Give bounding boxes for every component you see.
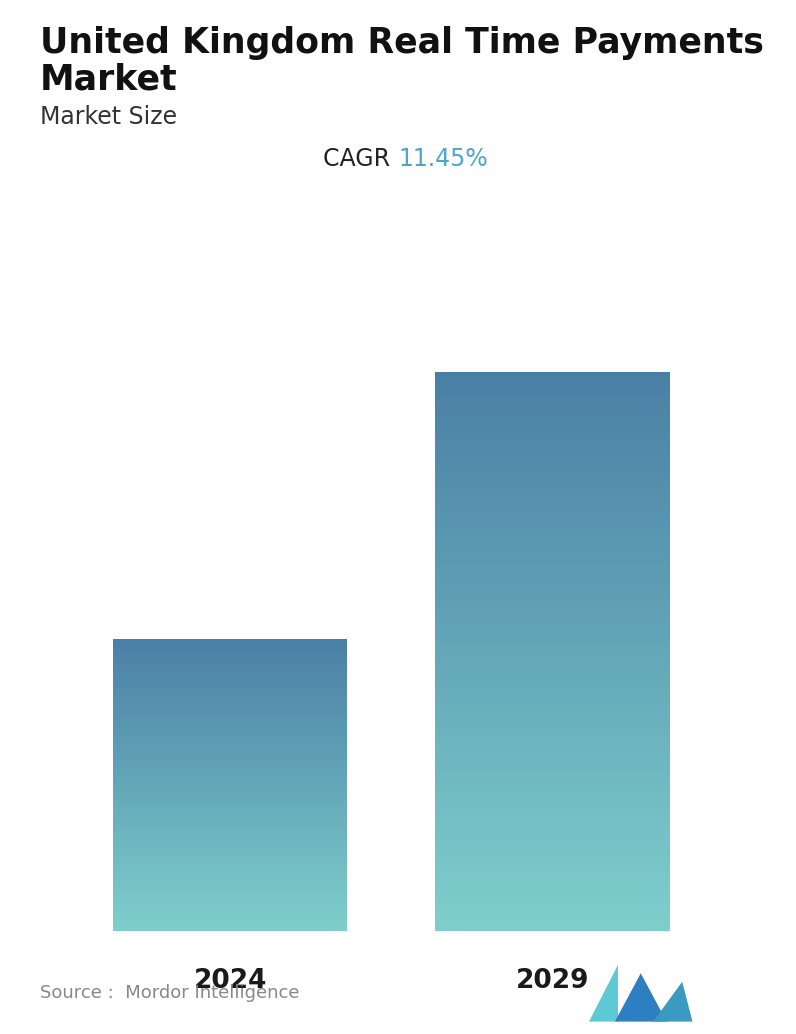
Text: 2024: 2024 [193,968,267,994]
Text: United Kingdom Real Time Payments: United Kingdom Real Time Payments [40,26,763,60]
Polygon shape [615,973,667,1022]
Polygon shape [589,965,618,1022]
Text: CAGR: CAGR [323,147,398,171]
Text: Market Size: Market Size [40,105,177,129]
Text: 2029: 2029 [516,968,589,994]
Text: Market: Market [40,62,178,96]
Text: 11.45%: 11.45% [398,147,488,171]
Polygon shape [654,982,693,1022]
Text: Source :  Mordor Intelligence: Source : Mordor Intelligence [40,983,299,1002]
